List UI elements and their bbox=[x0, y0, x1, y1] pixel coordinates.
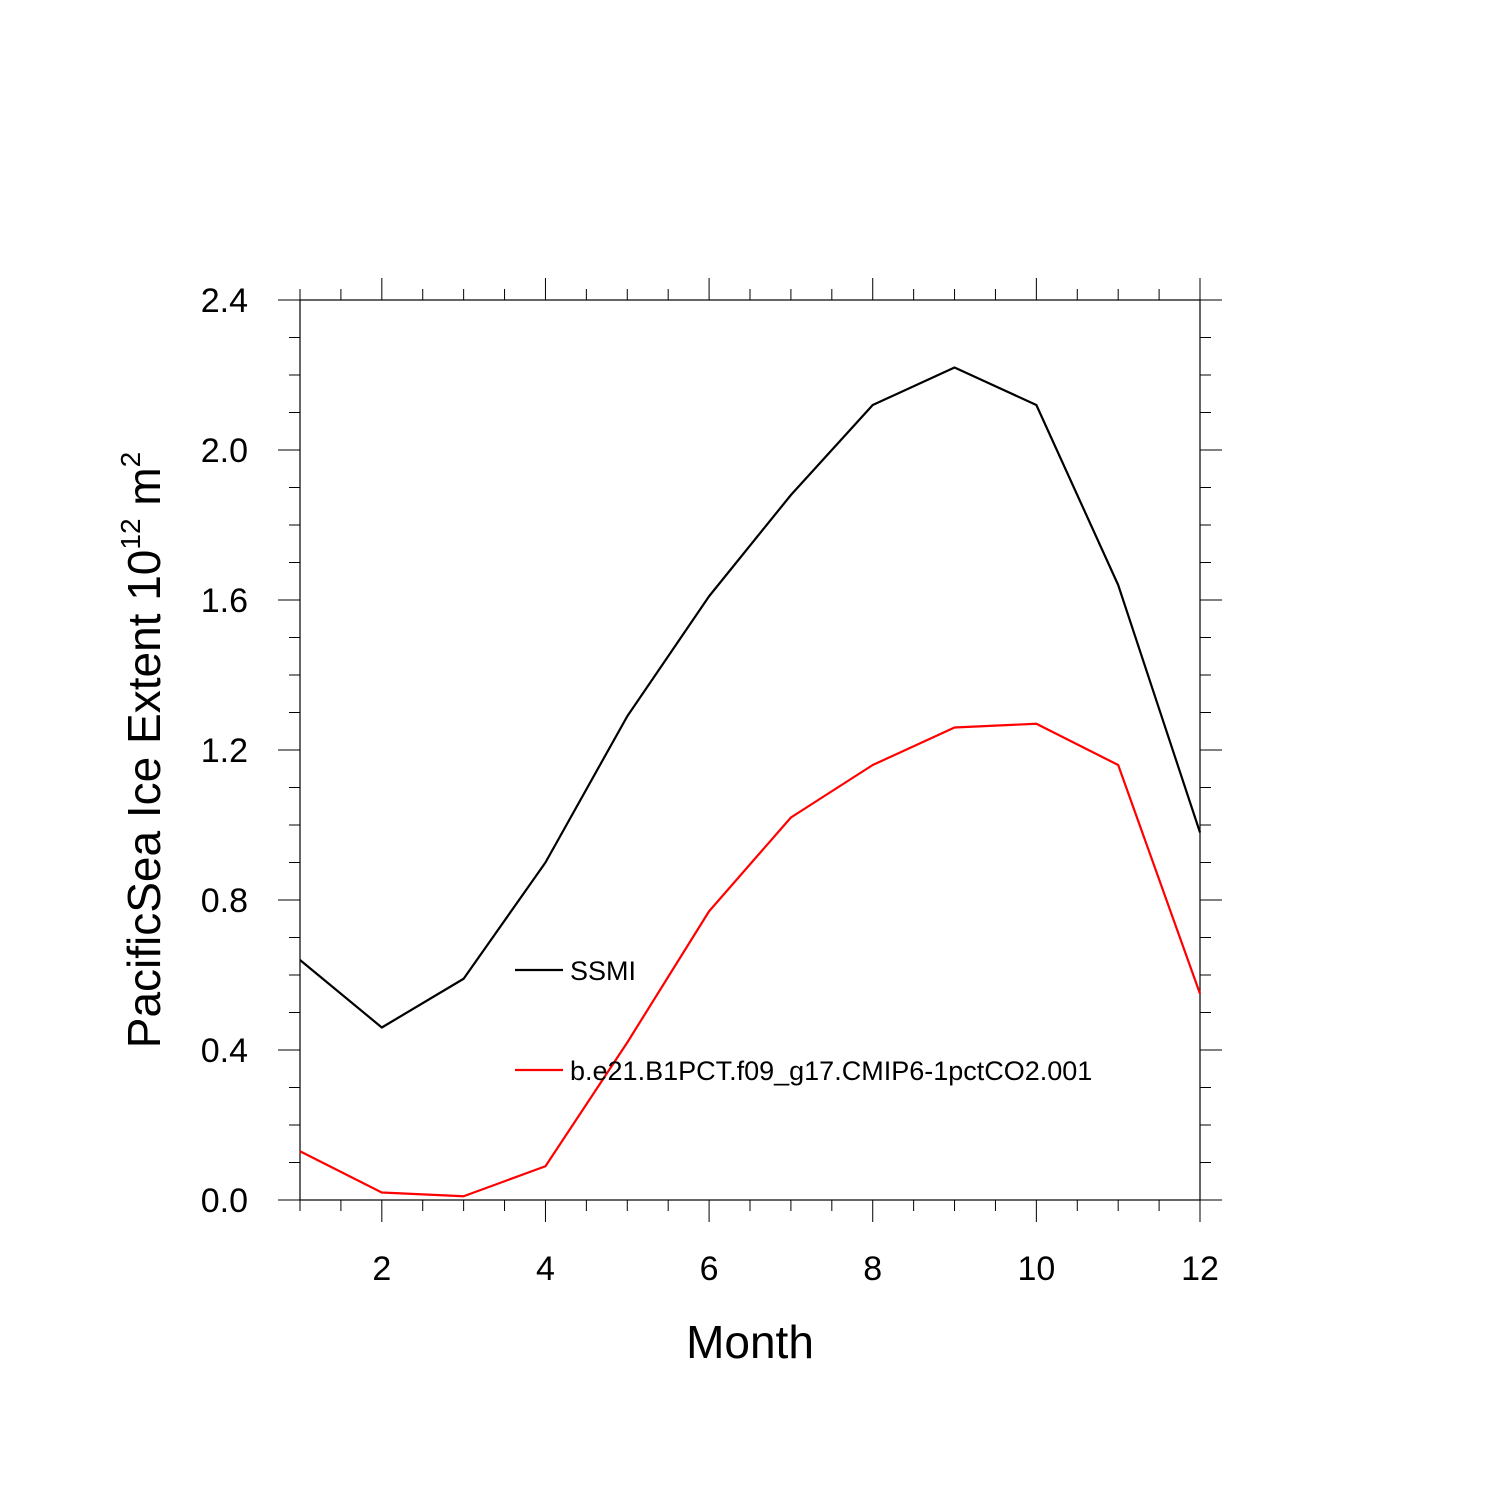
y-tick-label: 1.2 bbox=[201, 732, 248, 770]
y-tick-label: 1.6 bbox=[201, 582, 248, 620]
y-tick-labels: 0.0 0.4 0.8 1.2 1.6 2.0 2.4 bbox=[201, 282, 248, 1220]
y-axis-label-exponent: 12 bbox=[115, 518, 146, 549]
x-tick-label: 10 bbox=[1017, 1250, 1055, 1288]
legend-label-ssmi: SSMI bbox=[570, 956, 636, 986]
series-lines bbox=[299, 366, 1202, 1198]
series-line-ssmi bbox=[299, 366, 1202, 1029]
series-line-cmip6 bbox=[299, 722, 1202, 1198]
x-tick-label: 8 bbox=[863, 1250, 882, 1288]
y-tick-label: 2.4 bbox=[201, 282, 248, 320]
x-axis-label: Month bbox=[686, 1316, 814, 1368]
y-tick-label: 0.8 bbox=[201, 882, 248, 920]
y-axis-label-unit: m bbox=[118, 467, 170, 518]
x-tick-labels: 2 4 6 8 10 12 bbox=[372, 1250, 1219, 1288]
y-tick-label: 0.4 bbox=[201, 1032, 248, 1070]
y-axis-label-unit-exponent: 2 bbox=[115, 452, 146, 468]
x-tick-label: 2 bbox=[372, 1250, 391, 1288]
y-tick-label: 2.0 bbox=[201, 432, 248, 470]
axis-ticks bbox=[278, 278, 1222, 1222]
x-tick-label: 6 bbox=[700, 1250, 719, 1288]
y-tick-label: 0.0 bbox=[201, 1182, 248, 1220]
legend-label-cmip6: b.e21.B1PCT.f09_g17.CMIP6-1pctCO2.001 bbox=[570, 1056, 1092, 1086]
y-axis-label-main: PacificSea Ice Extent 10 bbox=[118, 550, 170, 1049]
x-tick-label: 4 bbox=[536, 1250, 555, 1288]
legend: SSMI b.e21.B1PCT.f09_g17.CMIP6-1pctCO2.0… bbox=[515, 956, 1092, 1086]
x-tick-label: 12 bbox=[1181, 1250, 1219, 1288]
y-axis-label: PacificSea Ice Extent 1012 m2 bbox=[115, 452, 170, 1048]
plot-frame bbox=[299, 299, 1201, 1201]
